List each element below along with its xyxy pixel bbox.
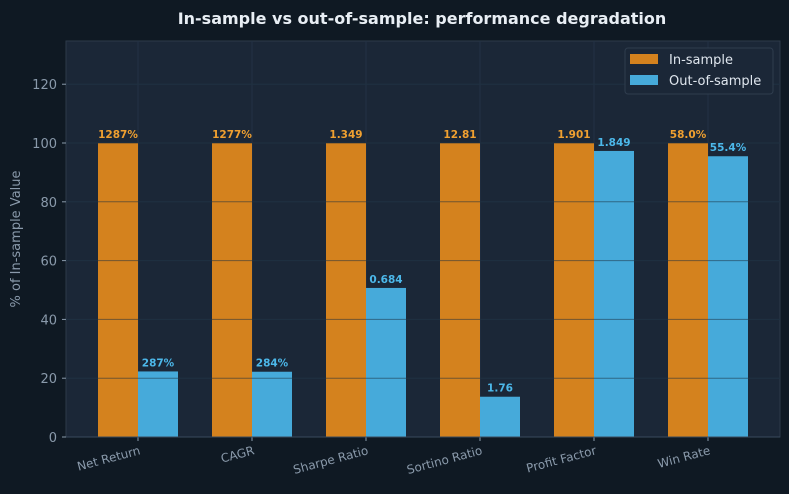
legend-swatch-out-of-sample xyxy=(630,75,658,85)
bar-in-sample xyxy=(554,143,594,437)
y-tick-label: 120 xyxy=(32,78,57,93)
data-label-in-sample: 1277% xyxy=(212,129,252,141)
bar-in-sample xyxy=(212,143,252,437)
bar-out-of-sample xyxy=(138,371,178,437)
bar-out-of-sample xyxy=(594,150,634,438)
bar-out-of-sample xyxy=(480,396,520,437)
data-label-out-of-sample: 284% xyxy=(256,358,289,370)
legend-swatch-in-sample xyxy=(630,54,658,64)
data-label-out-of-sample: 0.684 xyxy=(369,274,402,286)
data-label-in-sample: 1.349 xyxy=(329,129,362,141)
data-label-in-sample: 58.0% xyxy=(670,129,707,141)
data-label-in-sample: 1287% xyxy=(98,129,138,141)
bar-out-of-sample xyxy=(252,371,292,437)
data-label-in-sample: 1.901 xyxy=(557,129,590,141)
data-label-out-of-sample: 55.4% xyxy=(710,142,747,154)
bar-in-sample xyxy=(668,143,708,437)
data-label-in-sample: 12.81 xyxy=(443,129,476,141)
legend-box xyxy=(624,47,774,95)
chart-title: In-sample vs out-of-sample: performance … xyxy=(178,9,667,28)
plot-area xyxy=(65,40,781,438)
y-tick-label: 20 xyxy=(40,372,57,387)
y-tick-label: 0 xyxy=(49,431,57,446)
bar-in-sample xyxy=(326,143,366,437)
y-axis-label: % of In-sample Value xyxy=(9,170,24,307)
bar-out-of-sample xyxy=(366,287,406,437)
bar-in-sample xyxy=(98,143,138,437)
y-tick-label: 40 xyxy=(40,313,57,328)
y-tick-label: 60 xyxy=(40,255,57,270)
data-label-out-of-sample: 1.849 xyxy=(597,137,630,149)
bar-out-of-sample xyxy=(708,156,748,437)
data-label-out-of-sample: 287% xyxy=(142,357,175,369)
legend-label-out-of-sample: Out-of-sample xyxy=(669,74,761,89)
y-tick-label: 100 xyxy=(32,137,57,152)
y-tick-label: 80 xyxy=(40,196,57,211)
bar-in-sample xyxy=(440,143,480,437)
legend-label-in-sample: In-sample xyxy=(669,53,733,68)
legend: In-sample Out-of-sample xyxy=(624,47,774,95)
data-label-out-of-sample: 1.76 xyxy=(487,383,513,395)
